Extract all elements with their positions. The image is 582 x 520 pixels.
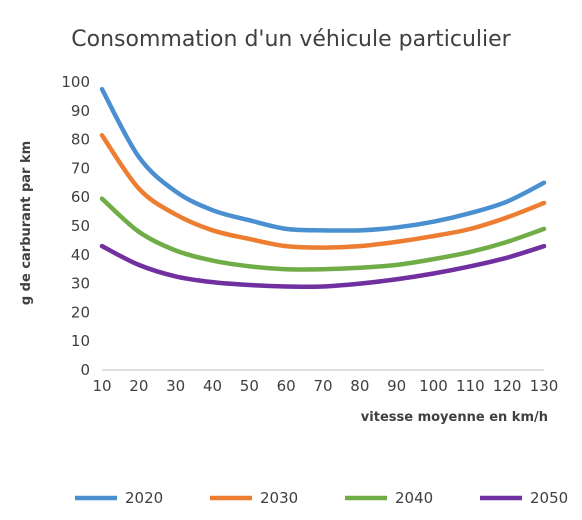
y-tick-label: 100 bbox=[61, 73, 90, 91]
x-tick-label: 20 bbox=[129, 377, 148, 395]
x-tick-label: 30 bbox=[166, 377, 185, 395]
x-tick-label: 60 bbox=[277, 377, 296, 395]
legend-label-2040: 2040 bbox=[395, 489, 433, 507]
y-tick-label: 90 bbox=[71, 102, 90, 120]
y-tick-label: 40 bbox=[71, 246, 90, 264]
series-line-2030 bbox=[99, 133, 547, 250]
x-axis-ticks: 10 20 30 40 50 60 70 80 90 100 110 120 130 bbox=[92, 377, 558, 395]
series-line-2020 bbox=[99, 86, 547, 233]
x-tick-label: 50 bbox=[240, 377, 259, 395]
x-tick-label: 120 bbox=[493, 377, 522, 395]
y-axis-label: g de carburant par km bbox=[19, 141, 34, 305]
y-tick-label: 10 bbox=[71, 332, 90, 350]
legend: 2020 2030 2040 2050 bbox=[75, 489, 568, 507]
y-tick-label: 60 bbox=[71, 188, 90, 206]
x-tick-label: 130 bbox=[530, 377, 559, 395]
x-tick-label: 10 bbox=[92, 377, 111, 395]
legend-label-2050: 2050 bbox=[530, 489, 568, 507]
series-line-2040 bbox=[99, 196, 547, 272]
chart-title: Consommation d'un véhicule particulier bbox=[71, 27, 511, 52]
legend-label-2030: 2030 bbox=[260, 489, 298, 507]
legend-label-2020: 2020 bbox=[125, 489, 163, 507]
x-tick-label: 80 bbox=[350, 377, 369, 395]
x-tick-label: 110 bbox=[456, 377, 485, 395]
y-tick-label: 50 bbox=[71, 217, 90, 235]
y-tick-label: 20 bbox=[71, 303, 90, 321]
x-tick-label: 90 bbox=[387, 377, 406, 395]
series-lines bbox=[99, 86, 547, 290]
y-tick-label: 70 bbox=[71, 159, 90, 177]
x-tick-label: 40 bbox=[203, 377, 222, 395]
series-line-2050 bbox=[99, 243, 547, 290]
y-tick-label: 30 bbox=[71, 275, 90, 293]
y-tick-label: 0 bbox=[80, 361, 90, 379]
x-tick-label: 70 bbox=[313, 377, 332, 395]
x-tick-label: 100 bbox=[419, 377, 448, 395]
y-tick-label: 80 bbox=[71, 131, 90, 149]
y-axis-ticks: 0 10 20 30 40 50 60 70 80 90 100 bbox=[61, 73, 90, 379]
x-axis-label: vitesse moyenne en km/h bbox=[361, 410, 548, 425]
